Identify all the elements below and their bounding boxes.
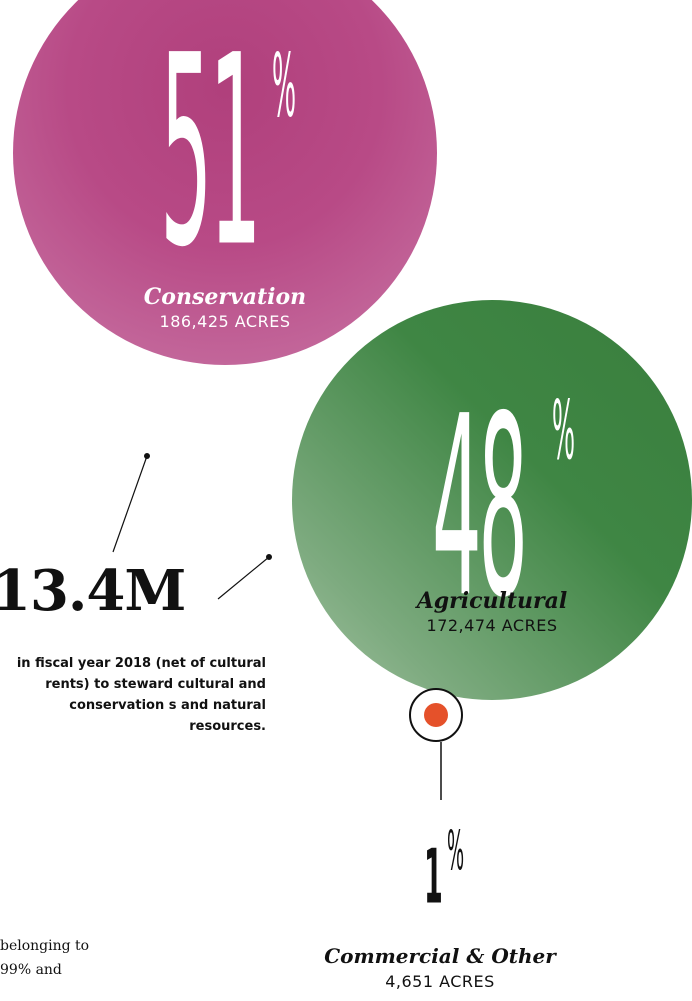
- conservation-percent-sign: %: [272, 34, 297, 137]
- commercial-percent: 1: [424, 833, 443, 922]
- agricultural-percent: 48: [432, 364, 528, 653]
- conservation-acres: 186,425 ACRES: [159, 312, 291, 331]
- conservation-percent: 51: [160, 1, 262, 306]
- agricultural-acres: 172,474 ACRES: [426, 616, 558, 635]
- agricultural-label: Agricultural: [416, 588, 568, 614]
- agricultural-percent-sign: %: [552, 384, 575, 479]
- funding-description: in fiscal year 2018 (net of cultural ren…: [16, 656, 266, 734]
- commercial-marker-icon: [409, 688, 463, 742]
- commercial-label: Commercial & Other: [324, 944, 556, 968]
- body-text-line-1: belonging to: [0, 938, 90, 954]
- commercial-dot: [424, 703, 448, 727]
- agricultural-connector-dot: [266, 554, 272, 560]
- conservation-connector-dot: [144, 453, 150, 459]
- agricultural-circle: [292, 300, 692, 700]
- body-text: belonging to 99% and: [0, 934, 89, 982]
- conservation-label: Conservation: [143, 284, 307, 310]
- agricultural-connector-line: [217, 556, 270, 600]
- funding-amount: 13.4M: [0, 558, 186, 624]
- commercial-percent-sign: %: [447, 820, 465, 884]
- conservation-connector-line: [112, 455, 148, 553]
- body-text-line-2: 99% and: [0, 962, 62, 978]
- commercial-acres: 4,651 ACRES: [385, 972, 495, 991]
